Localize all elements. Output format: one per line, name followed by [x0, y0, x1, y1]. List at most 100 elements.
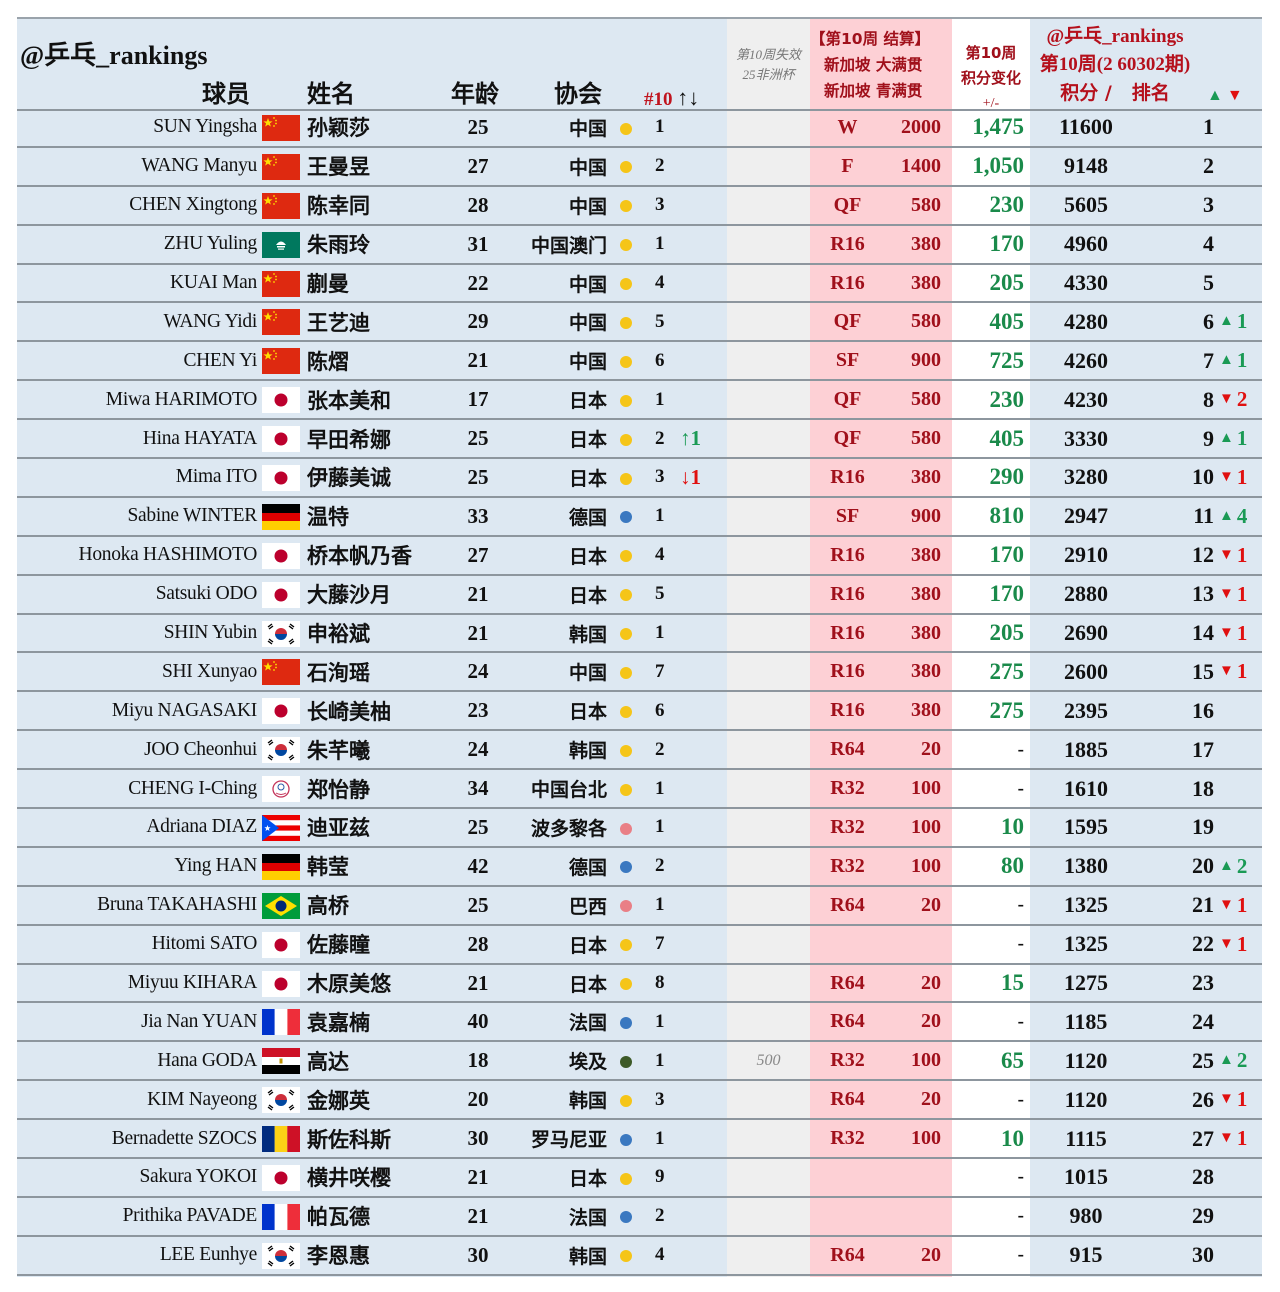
player-english-name: CHENG I-Ching — [128, 777, 257, 799]
player-age: 29 — [467, 309, 489, 334]
total-points: 2910 — [1064, 542, 1108, 568]
national-rank: 7 — [655, 933, 665, 955]
national-rank: 1 — [655, 777, 665, 799]
world-rank: 14 — [1192, 620, 1214, 646]
tournament-round: R64 — [830, 1010, 865, 1033]
national-rank: 1 — [655, 894, 665, 916]
points-change: 205 — [989, 620, 1025, 646]
player-chinese-name: 斯佐科斯 — [307, 1127, 391, 1152]
world-rank: 18 — [1192, 775, 1214, 801]
world-rank: 24 — [1192, 1008, 1214, 1034]
association-dot-icon — [620, 472, 632, 485]
player-chinese-name: 伊藤美诚 — [307, 466, 391, 491]
total-points: 3280 — [1064, 464, 1108, 490]
player-association: 日本 — [568, 973, 607, 996]
expiring-points — [727, 342, 810, 379]
total-points: 1115 — [1065, 1125, 1107, 1151]
triangle-up-icon: ▲ — [1219, 352, 1234, 369]
player-english-name: KIM Nayeong — [147, 1088, 257, 1110]
player-chinese-name: 桥本帆乃香 — [307, 544, 412, 569]
association-dot-icon — [620, 394, 632, 407]
table-row: Ying HAN 韩莹 42 德国 2 R32 100 80 1380 20 ▲… — [17, 848, 1262, 887]
world-rank: 29 — [1192, 1203, 1214, 1229]
national-rank: 1 — [655, 233, 665, 255]
player-english-name: Mima ITO — [175, 466, 258, 488]
national-rank: 1 — [655, 388, 665, 410]
national-rank: 1 — [655, 1127, 665, 1149]
points-change: 170 — [989, 581, 1025, 607]
points-change: 170 — [989, 231, 1025, 257]
germany-flag-icon — [262, 503, 300, 530]
points-change: 10 — [1001, 1125, 1024, 1151]
player-association: 日本 — [568, 467, 607, 490]
tournament-points — [885, 1198, 941, 1235]
japan-flag-icon — [262, 542, 300, 569]
player-english-name: WANG Manyu — [141, 155, 257, 177]
tournament-points: 100 — [911, 815, 941, 838]
player-age: 25 — [467, 464, 489, 489]
header-settlement: 【第10周 结算】 新加坡 大满贯 新加坡 青满贯 — [810, 26, 952, 104]
national-rank: 3 — [655, 194, 665, 216]
tournament-points: 380 — [911, 232, 941, 255]
player-association: 法国 — [568, 1206, 607, 1229]
points-change: - — [1017, 933, 1024, 955]
player-association: 韩国 — [568, 1245, 607, 1268]
tournament-round: QF — [833, 388, 862, 411]
player-association: 中国 — [568, 156, 607, 179]
total-points: 1325 — [1064, 931, 1108, 957]
japan-flag-icon — [262, 698, 300, 725]
header-change-line3: +/- — [982, 96, 1000, 111]
tournament-points: 580 — [911, 310, 941, 333]
header-expire-line1: 第10周失效 — [735, 47, 801, 62]
tournament-round: R64 — [830, 738, 865, 761]
total-points: 1120 — [1064, 1086, 1108, 1112]
japan-flag-icon — [262, 581, 300, 608]
player-chinese-name: 蒯曼 — [307, 272, 349, 296]
tournament-round: R64 — [830, 1088, 865, 1111]
rank-movement-value: 4 — [1236, 503, 1248, 528]
world-rank: 8 — [1203, 386, 1214, 412]
triangle-down-icon: ▼ — [1219, 624, 1234, 641]
tournament-points: 380 — [911, 699, 941, 722]
triangle-up-icon: ▲ — [1219, 857, 1234, 874]
player-age: 24 — [467, 737, 489, 762]
tournament-round: R16 — [830, 582, 865, 605]
player-association: 日本 — [568, 390, 607, 413]
header-national-rank: #10 ↑↓ — [644, 85, 699, 111]
player-english-name: CHEN Yi — [183, 349, 257, 371]
total-points: 1610 — [1064, 775, 1108, 801]
arrow-down-icon: ↓ — [680, 464, 691, 489]
player-association: 中国 — [568, 273, 607, 296]
association-dot-icon — [620, 278, 632, 291]
tournament-round: W — [837, 115, 858, 138]
header-change: 第10周 积分变化 +/- — [952, 41, 1030, 116]
rank-movement: ▼ 1 — [1219, 653, 1247, 690]
player-age: 27 — [467, 153, 489, 178]
table-row: Miwa HARIMOTO 张本美和 17 日本 1 QF 580 230 42… — [17, 381, 1262, 421]
rank-movement-value: 1 — [1236, 542, 1248, 567]
world-rank: 22 — [1192, 931, 1214, 957]
tournament-points: 20 — [921, 893, 941, 916]
tournament-round — [810, 926, 885, 963]
points-change: 230 — [989, 192, 1025, 218]
association-dot-icon — [620, 550, 632, 563]
tournament-round: R16 — [830, 660, 865, 683]
tournament-points: 380 — [911, 543, 941, 566]
world-rank: 7 — [1203, 347, 1214, 373]
expire-column-band — [727, 19, 810, 1277]
triangle-down-icon: ▼ — [1219, 1091, 1234, 1108]
total-points: 5605 — [1064, 192, 1108, 218]
player-english-name: SHI Xunyao — [161, 660, 257, 682]
association-dot-icon — [620, 239, 632, 252]
world-rank: 2 — [1203, 153, 1214, 179]
player-association: 巴西 — [568, 895, 607, 918]
tournament-round: R16 — [830, 621, 865, 644]
rank-movement-value: 1 — [1236, 620, 1248, 645]
national-rank-change-value: 1 — [690, 464, 702, 489]
table-row: WANG Manyu 王曼昱 27 中国 2 F 1400 1,050 9148… — [17, 148, 1262, 187]
rank-movement: ▼ 1 — [1219, 926, 1247, 963]
triangle-up-icon: ▲ — [1219, 430, 1234, 447]
national-rank: 5 — [655, 310, 665, 332]
table-row: Miyuu KIHARA 木原美悠 21 日本 8 R64 20 15 1275… — [17, 965, 1262, 1004]
table-body: SUN Yingsha 孙颖莎 25 中国 1 W 2000 1,475 116… — [17, 109, 1262, 1276]
